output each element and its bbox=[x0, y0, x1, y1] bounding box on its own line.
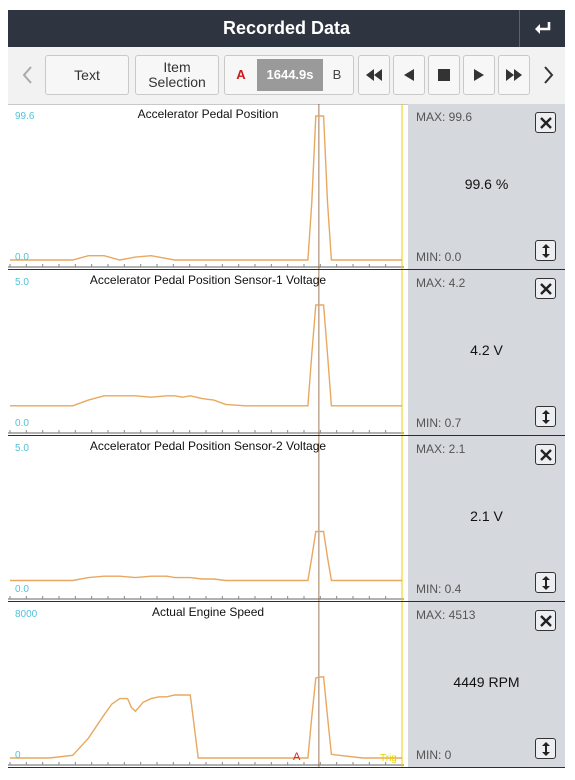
graph-panel: Accelerator Pedal Position 99.6 0.0 MAX:… bbox=[8, 104, 565, 270]
ab-marker-control: A 1644.9s B bbox=[224, 55, 354, 95]
scale-graph-button[interactable] bbox=[535, 406, 556, 427]
close-icon bbox=[539, 282, 552, 295]
time-display: 1644.9s bbox=[257, 59, 323, 91]
value-panel: MAX: 4513 4449 RPM MIN: 0 bbox=[408, 602, 565, 767]
close-icon bbox=[539, 614, 552, 627]
close-icon bbox=[539, 448, 552, 461]
page-title: Recorded Data bbox=[222, 18, 351, 38]
graph-title: Actual Engine Speed bbox=[151, 605, 265, 619]
graph-title: Accelerator Pedal Position bbox=[137, 107, 279, 121]
graph-panel: Accelerator Pedal Position Sensor-1 Volt… bbox=[8, 270, 565, 436]
title-bar: Recorded Data bbox=[8, 10, 565, 47]
graph-canvas bbox=[8, 436, 404, 601]
line-graph: Actual Engine Speed 8000 0 Trig A bbox=[8, 602, 408, 767]
remove-graph-button[interactable] bbox=[535, 112, 556, 133]
play-button[interactable] bbox=[463, 55, 495, 95]
scroll-left-button[interactable] bbox=[14, 55, 40, 95]
rewind-icon bbox=[366, 69, 382, 81]
graph-panel: Accelerator Pedal Position Sensor-2 Volt… bbox=[8, 436, 565, 602]
y-max-label: 5.0 bbox=[15, 277, 29, 288]
y-max-label: 8000 bbox=[15, 609, 38, 620]
current-value: 99.6 % bbox=[464, 176, 509, 192]
current-value: 4.2 V bbox=[470, 342, 503, 358]
item-selection-button[interactable]: Item Selection bbox=[135, 55, 219, 95]
scale-graph-button[interactable] bbox=[535, 240, 556, 261]
y-max-label: 99.6 bbox=[15, 111, 35, 122]
rewind-button[interactable] bbox=[358, 55, 390, 95]
trigger-label: Trig bbox=[380, 753, 397, 764]
current-value: 4449 RPM bbox=[453, 674, 520, 690]
min-value: MIN: 0.7 bbox=[416, 416, 462, 430]
max-value: MAX: 2.1 bbox=[416, 442, 466, 456]
stop-icon bbox=[438, 69, 450, 81]
remove-graph-button[interactable] bbox=[535, 444, 556, 465]
stop-button[interactable] bbox=[428, 55, 460, 95]
fast-forward-button[interactable] bbox=[498, 55, 530, 95]
data-series-line bbox=[10, 676, 402, 759]
value-panel: MAX: 99.6 99.6 % MIN: 0.0 bbox=[408, 104, 565, 269]
cursor-a-label: A bbox=[293, 751, 301, 763]
value-panel: MAX: 2.1 2.1 V MIN: 0.4 bbox=[408, 436, 565, 601]
line-graph: Accelerator Pedal Position Sensor-1 Volt… bbox=[8, 270, 408, 435]
vertical-resize-icon bbox=[541, 741, 550, 756]
scale-graph-button[interactable] bbox=[535, 572, 556, 593]
back-button[interactable] bbox=[519, 10, 565, 47]
max-value: MAX: 4.2 bbox=[416, 276, 466, 290]
y-min-label: 0.0 bbox=[15, 252, 29, 263]
remove-graph-button[interactable] bbox=[535, 278, 556, 299]
data-series-line bbox=[10, 115, 402, 261]
close-icon bbox=[539, 116, 552, 129]
line-graph: Accelerator Pedal Position 99.6 0.0 bbox=[8, 104, 408, 269]
scroll-right-button[interactable] bbox=[536, 55, 562, 95]
graph-canvas bbox=[8, 602, 404, 767]
max-value: MAX: 99.6 bbox=[416, 110, 473, 124]
graph-title: Accelerator Pedal Position Sensor-1 Volt… bbox=[89, 273, 327, 287]
data-series-line bbox=[10, 304, 402, 407]
value-panel: MAX: 4.2 4.2 V MIN: 0.7 bbox=[408, 270, 565, 435]
marker-b-button[interactable]: B bbox=[332, 67, 342, 82]
marker-a-button[interactable]: A bbox=[236, 67, 246, 82]
graph-canvas bbox=[8, 270, 404, 435]
chevron-right-icon bbox=[544, 66, 554, 84]
play-icon bbox=[474, 69, 484, 81]
y-min-label: 0.0 bbox=[15, 584, 29, 595]
vertical-resize-icon bbox=[541, 575, 550, 590]
return-icon bbox=[534, 21, 550, 34]
play-reverse-icon bbox=[404, 69, 414, 81]
min-value: MIN: 0 bbox=[416, 748, 452, 762]
graph-title: Accelerator Pedal Position Sensor-2 Volt… bbox=[89, 439, 327, 453]
max-value: MAX: 4513 bbox=[416, 608, 476, 622]
chevron-left-icon bbox=[22, 66, 32, 84]
fast-forward-icon bbox=[506, 69, 522, 81]
vertical-resize-icon bbox=[541, 243, 550, 258]
scale-graph-button[interactable] bbox=[535, 738, 556, 759]
line-graph: Accelerator Pedal Position Sensor-2 Volt… bbox=[8, 436, 408, 601]
min-value: MIN: 0.4 bbox=[416, 582, 462, 596]
toolbar: Text Item Selection A 1644.9s B bbox=[8, 47, 565, 105]
remove-graph-button[interactable] bbox=[535, 610, 556, 631]
y-min-label: 0.0 bbox=[15, 418, 29, 429]
y-max-label: 5.0 bbox=[15, 443, 29, 454]
step-back-button[interactable] bbox=[393, 55, 425, 95]
y-min-label: 0 bbox=[15, 750, 21, 761]
graph-panel: Actual Engine Speed 8000 0 Trig A MAX: 4… bbox=[8, 602, 565, 768]
current-value: 2.1 V bbox=[470, 508, 503, 524]
data-series-line bbox=[10, 530, 402, 582]
min-value: MIN: 0.0 bbox=[416, 250, 462, 264]
graph-canvas bbox=[8, 104, 404, 269]
vertical-resize-icon bbox=[541, 409, 550, 424]
text-button[interactable]: Text bbox=[45, 55, 129, 95]
